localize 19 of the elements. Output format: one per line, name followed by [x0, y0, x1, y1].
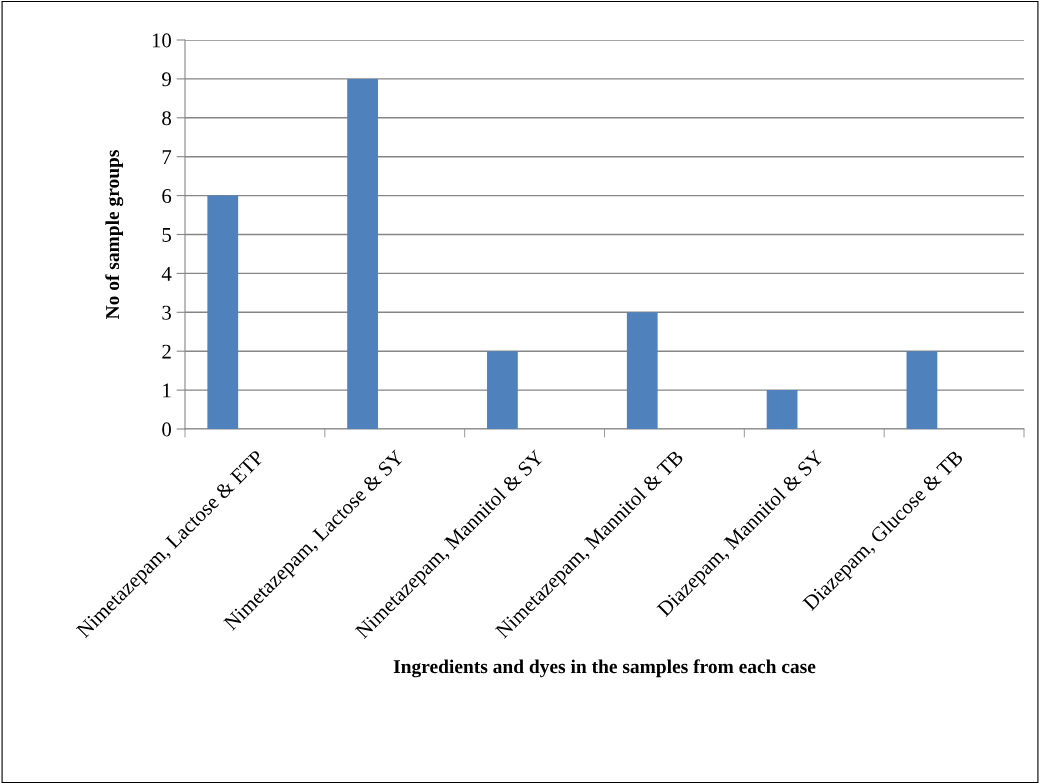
y-axis-title: No of sample groups: [105, 150, 124, 320]
x-axis-title: Ingredients and dyes in the samples from each case: [393, 659, 816, 678]
bar: [487, 351, 518, 429]
y-tick-label: 3: [162, 305, 171, 320]
y-tick-label: 2: [162, 344, 171, 359]
y-tick-label: 10: [152, 33, 172, 48]
y-tick-label: 1: [163, 383, 171, 398]
y-tick-label: 9: [162, 72, 171, 87]
y-tick-label: 7: [162, 150, 172, 164]
y-tick-label: 0: [162, 422, 172, 437]
bar: [207, 195, 239, 429]
y-tick-label: 4: [161, 266, 172, 281]
y-tick-label: 5: [162, 228, 171, 242]
y-tick-label: 8: [162, 111, 172, 126]
bar: [766, 390, 798, 429]
bar: [347, 78, 378, 429]
bar: [906, 351, 938, 429]
bar: [626, 312, 658, 429]
y-tick-label: 6: [162, 189, 172, 204]
